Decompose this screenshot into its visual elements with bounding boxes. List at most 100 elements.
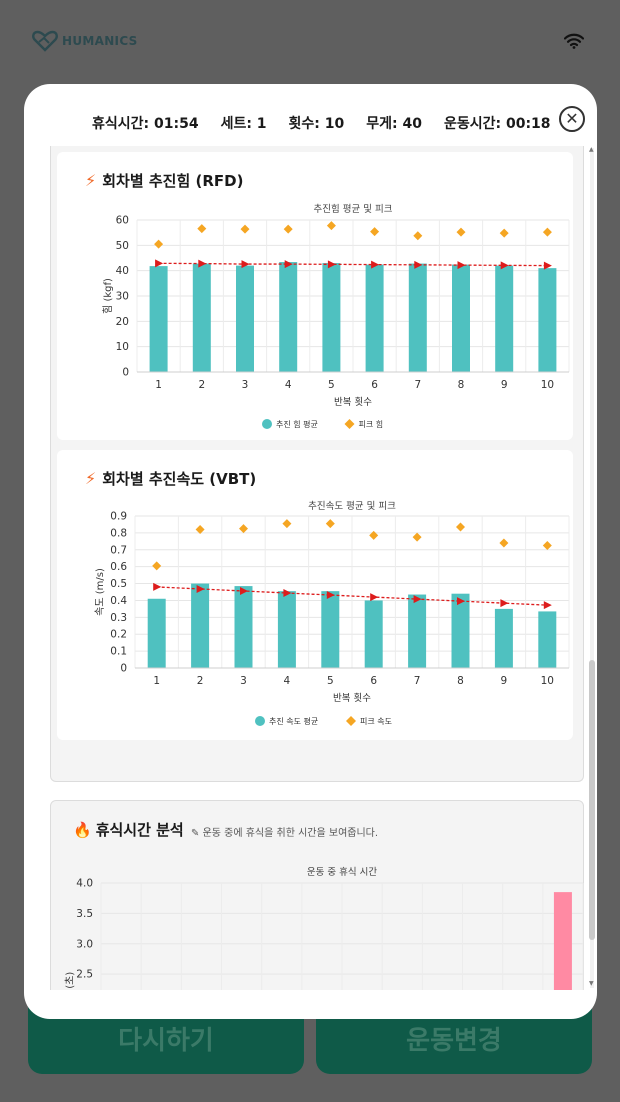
heart-logo-icon: [32, 30, 58, 52]
trend-point: [196, 584, 205, 593]
bolt-icon: ⚡: [85, 469, 97, 488]
bar: [236, 265, 254, 372]
trend-point: [240, 586, 248, 595]
bar: [452, 264, 470, 372]
x-tick-label: 3: [240, 675, 247, 687]
y-axis-label: 시간 (초): [64, 972, 76, 990]
x-tick-label: 2: [198, 379, 205, 391]
legend-label: 피크 속도: [360, 717, 392, 726]
legend-swatch-diamond: [344, 419, 355, 429]
trend-point: [500, 261, 509, 270]
y-tick-label: 4.0: [76, 878, 93, 890]
rest-analysis-section: 🔥 휴식시간 분석 ✎ 운동 중에 휴식을 취한 시간을 보여줍니다. 운동 중…: [50, 800, 584, 990]
legend-label: 추진 속도 평균: [269, 716, 318, 726]
trend-line: [156, 586, 548, 606]
rfd-card: ⚡ 회차별 추진힘 (RFD) 추진힘 평균 및 피크 0 10 20 30 40 50 60…: [57, 152, 573, 440]
wifi-icon: [564, 33, 584, 49]
x-tick-label: 1: [153, 675, 160, 687]
rfd-title-text: 회차별 추진힘 (RFD): [102, 172, 244, 190]
peak-point: [499, 538, 509, 548]
x-tick-label: 6: [371, 379, 378, 391]
y-tick-label: 50: [116, 240, 129, 252]
stats-bar: 휴식시간: 01:54 세트: 1 횟수: 10 무게: 40 운동시간: 00:18: [92, 113, 573, 133]
peak-point: [456, 522, 465, 532]
rfd-chart: 추진힘 평균 및 피크 0 10 20 30 40 50 60 힘 (kgf) 1 2 3 4 5 6 7 8 9…: [102, 203, 570, 429]
y-tick-label: 10: [116, 341, 129, 353]
peak-point: [152, 561, 162, 571]
close-button[interactable]: ✕: [559, 106, 585, 132]
y-tick-label: 60: [116, 215, 129, 227]
bar: [408, 594, 427, 668]
trend-point: [155, 259, 164, 268]
peak-point: [283, 224, 293, 234]
x-axis-label: 반복 횟수: [334, 396, 372, 408]
rfd-card-title: ⚡ 회차별 추진힘 (RFD): [85, 170, 243, 191]
bar: [322, 263, 341, 372]
x-tick-label: 1: [155, 379, 162, 391]
x-tick-label: 9: [501, 675, 508, 687]
x-tick-label: 10: [541, 379, 554, 391]
trend-point: [371, 260, 380, 269]
trend-point: [283, 589, 292, 598]
peak-point: [369, 530, 379, 540]
modal-header: 휴식시간: 01:54 세트: 1 횟수: 10 무게: 40 운동시간: 00:18 …: [24, 84, 597, 146]
y-axis-label: 속도 (m/s): [94, 568, 106, 616]
modal-scrollbar[interactable]: ▲ ▼: [589, 146, 595, 988]
bar: [538, 268, 557, 372]
reps-stat: 횟수: 10: [288, 116, 345, 132]
scroll-up-arrow-icon[interactable]: ▲: [589, 146, 594, 153]
bar: [365, 264, 384, 372]
legend-label: 추진 힘 평균: [276, 419, 318, 429]
x-tick-label: 3: [242, 379, 249, 391]
y-tick-label: 0.6: [110, 561, 127, 573]
bar: [321, 591, 340, 668]
scroll-thumb[interactable]: [589, 660, 595, 940]
x-tick-label: 8: [458, 379, 465, 391]
x-tick-label: 7: [414, 379, 421, 391]
x-tick-label: 4: [284, 675, 291, 687]
fire-icon: 🔥: [73, 820, 92, 839]
trend-point: [326, 591, 335, 600]
trend-point: [500, 599, 509, 608]
trend-point: [543, 601, 552, 610]
pencil-icon: ✎: [191, 828, 200, 839]
exercise-time-stat: 운동시간: 00:18: [443, 116, 551, 132]
y-tick-label: 2.5: [76, 969, 93, 981]
bar: [495, 265, 514, 372]
force-velocity-section: ⚡ 회차별 추진힘 (RFD) 추진힘 평균 및 피크 0 10 20 30 40 50 60…: [50, 146, 584, 782]
vbt-chart: 추진속도 평균 및 피크 0 0.1 0.2 0.3 0.4 0.5 0.6 0.7 0.8 0.9…: [94, 500, 570, 726]
weight-stat: 무게: 40: [366, 116, 422, 132]
scroll-down-arrow-icon[interactable]: ▼: [589, 980, 594, 987]
bar: [279, 262, 298, 372]
x-tick-label: 5: [328, 379, 335, 391]
y-tick-label: 0.3: [110, 612, 127, 624]
bar: [408, 263, 427, 372]
legend-swatch-circle: [262, 419, 272, 429]
y-tick-label: 20: [116, 316, 129, 328]
peak-point: [542, 541, 552, 551]
trend-point: [414, 260, 423, 269]
peak-point: [412, 532, 422, 542]
y-tick-label: 0: [122, 367, 129, 379]
app-top-bar: HUMANICS: [0, 0, 620, 84]
bar: [451, 593, 470, 668]
trend-point: [153, 582, 162, 591]
y-axis-label: 힘 (kgf): [102, 278, 114, 314]
peak-point: [456, 227, 466, 237]
trend-point: [370, 593, 379, 602]
trend-point: [284, 260, 293, 269]
vbt-card-title: ⚡ 회차별 추진속도 (VBT): [85, 468, 256, 489]
modal-scroll-area[interactable]: ⚡ 회차별 추진힘 (RFD) 추진힘 평균 및 피크 0 10 20 30 40 50 60…: [50, 146, 590, 990]
peak-point: [154, 239, 164, 249]
peak-point: [240, 224, 250, 234]
set-stat: 세트: 1: [220, 116, 267, 132]
logo-text: HUMANICS: [62, 34, 138, 48]
y-tick-label: 0.7: [110, 544, 127, 556]
rest-time-stat: 휴식시간: 01:54: [92, 116, 199, 132]
peak-point: [499, 228, 509, 238]
scroll-track: [590, 148, 594, 988]
trend-point: [198, 259, 207, 268]
x-tick-label: 5: [327, 675, 334, 687]
bar: [553, 892, 572, 990]
rest-title: 🔥 휴식시간 분석: [73, 819, 184, 840]
